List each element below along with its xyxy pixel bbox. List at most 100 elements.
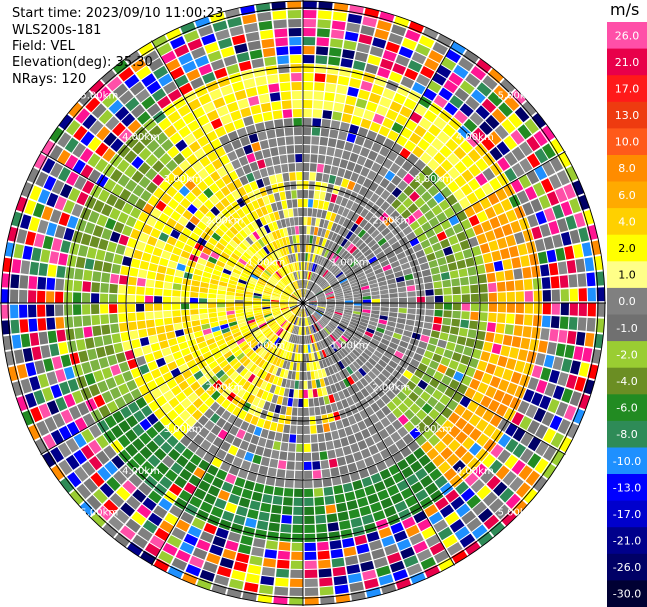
range-gate xyxy=(384,329,394,337)
range-gate xyxy=(332,316,341,322)
range-gate xyxy=(388,255,398,264)
range-gate xyxy=(357,275,367,282)
range-gate xyxy=(287,274,292,283)
range-gate xyxy=(102,522,118,538)
range-gate xyxy=(13,349,25,364)
range-gate xyxy=(274,119,284,129)
range-gate xyxy=(317,321,324,329)
range-gate xyxy=(356,327,366,334)
range-gate xyxy=(174,476,187,489)
range-gate xyxy=(347,376,355,385)
range-gate xyxy=(519,141,533,157)
range-gate xyxy=(358,367,367,377)
range-gate xyxy=(264,288,273,293)
range-gate xyxy=(360,208,369,218)
range-gate xyxy=(324,288,333,294)
range-gate xyxy=(409,403,421,414)
range-gate xyxy=(127,401,140,414)
range-gate xyxy=(228,493,240,505)
range-gate xyxy=(263,448,272,458)
range-gate xyxy=(307,281,312,289)
range-gate xyxy=(380,259,390,268)
range-gate xyxy=(501,119,516,134)
range-gate xyxy=(324,432,333,442)
range-gate xyxy=(56,265,66,278)
range-gate xyxy=(407,297,416,303)
range-gate xyxy=(172,297,181,303)
range-gate xyxy=(309,272,313,281)
range-gate xyxy=(310,325,315,334)
range-gate xyxy=(183,353,194,363)
range-gate xyxy=(103,132,117,147)
range-gate xyxy=(322,477,332,487)
range-gate xyxy=(271,303,279,305)
range-gate xyxy=(433,95,448,108)
range-gate xyxy=(311,443,319,452)
range-gate xyxy=(257,131,267,141)
range-gate xyxy=(351,248,360,257)
range-gate xyxy=(292,515,303,524)
range-gate xyxy=(110,425,124,439)
range-gate xyxy=(248,246,257,255)
range-gate xyxy=(524,186,538,201)
range-gate xyxy=(432,273,442,282)
colorbar-swatch xyxy=(607,447,647,475)
range-gate xyxy=(267,280,276,287)
range-gate xyxy=(275,327,283,335)
range-gate xyxy=(309,316,314,324)
range-gate xyxy=(276,348,283,357)
range-gate xyxy=(311,452,320,461)
range-gate xyxy=(101,390,114,404)
range-gate xyxy=(396,281,406,288)
range-gate xyxy=(266,318,275,324)
range-gate xyxy=(63,227,75,241)
range-gate xyxy=(374,28,390,40)
range-gate xyxy=(213,351,223,360)
range-gate xyxy=(97,466,112,481)
range-gate xyxy=(326,274,334,281)
range-gate xyxy=(215,201,225,212)
range-gate xyxy=(349,338,358,346)
range-gate xyxy=(142,497,157,511)
range-gate xyxy=(260,380,268,390)
range-gate xyxy=(381,394,391,405)
range-gate xyxy=(315,505,326,515)
range-gate xyxy=(172,316,182,324)
range-gate xyxy=(210,118,223,130)
range-gate xyxy=(312,285,319,292)
range-gate xyxy=(440,159,453,172)
range-gate xyxy=(183,133,196,146)
range-gate xyxy=(192,106,206,119)
range-gate xyxy=(410,571,426,585)
range-gate xyxy=(262,47,276,58)
range-gate xyxy=(54,225,66,239)
range-gate xyxy=(114,532,131,548)
range-gate xyxy=(497,157,511,171)
range-gate xyxy=(163,296,172,303)
range-gate xyxy=(336,401,344,411)
range-gate xyxy=(365,587,382,598)
range-gate xyxy=(412,353,423,362)
range-gate xyxy=(110,273,120,284)
range-gate xyxy=(264,372,272,382)
range-gate xyxy=(391,396,402,407)
range-gate xyxy=(440,238,451,249)
range-gate xyxy=(326,74,338,84)
range-gate xyxy=(321,247,327,257)
range-gate xyxy=(318,320,325,328)
range-gate xyxy=(136,286,145,295)
range-gate xyxy=(384,231,394,241)
range-gate xyxy=(190,454,202,466)
range-gate xyxy=(384,543,399,556)
range-gate xyxy=(367,275,377,282)
range-gate xyxy=(355,358,364,367)
range-gate xyxy=(209,183,220,194)
range-gate xyxy=(284,311,292,318)
range-gate xyxy=(255,76,267,86)
range-gate xyxy=(587,287,596,302)
range-gate xyxy=(382,117,394,129)
range-gate xyxy=(326,305,335,308)
range-gate xyxy=(296,308,301,316)
range-gate xyxy=(72,230,83,244)
range-gate xyxy=(287,343,293,352)
